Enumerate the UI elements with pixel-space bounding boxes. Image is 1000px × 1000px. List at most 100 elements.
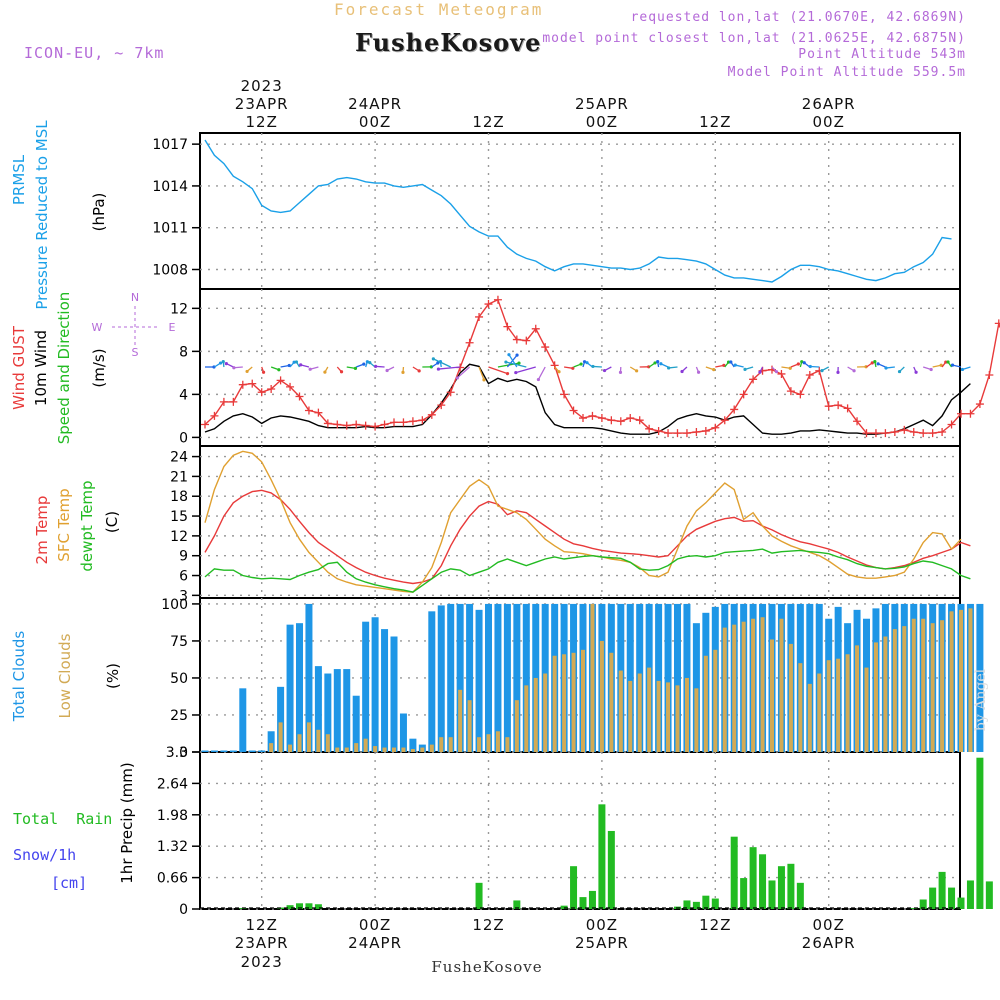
wind-arrow-head [659, 362, 663, 366]
total-cloud-bar [409, 738, 417, 752]
gust-marker [871, 429, 880, 438]
total-cloud-bar [447, 603, 455, 752]
top-hour-label: 12Z [699, 113, 731, 131]
wind-arrow-head [362, 362, 366, 366]
gust-marker [607, 416, 616, 425]
low-cloud-bar [826, 660, 831, 752]
gust-marker [654, 426, 663, 435]
wind-arrow-head [733, 363, 737, 367]
bottom-hour-label: 00Z [359, 916, 391, 934]
rain-bar [570, 866, 578, 909]
rain-bar [985, 881, 993, 909]
wind-arrow-head [929, 367, 933, 372]
compass-w: W [92, 321, 103, 334]
y-tick-label: 0.66 [157, 871, 188, 887]
gust-marker [692, 428, 701, 437]
gust-marker [985, 371, 994, 380]
y-tick-label: 12 [170, 529, 188, 545]
gust-marker [418, 416, 427, 425]
gust-marker [314, 408, 323, 417]
low-cloud-bar [930, 623, 935, 752]
low-cloud-bar [921, 618, 926, 752]
wind-arrow-head [218, 361, 223, 365]
compass-s: S [132, 346, 139, 359]
wind-arrow-head [504, 360, 508, 364]
low-cloud-bar [316, 729, 321, 752]
wind-arrow-head [743, 367, 747, 371]
bottom-hour-label: 12Z [472, 916, 504, 934]
wind-arrow-head [618, 370, 623, 374]
wind-arrow-head [245, 369, 249, 374]
wind-arrow-head [505, 372, 510, 376]
gust-marker [701, 426, 710, 435]
rain-bar [513, 900, 521, 909]
low-cloud-bar [439, 737, 444, 752]
y-tick-label: 100 [161, 597, 188, 613]
wind-arrow-head [914, 370, 918, 374]
wind-direction-arrow [456, 366, 471, 379]
compass-n: N [131, 291, 139, 304]
gust-label: Wind GUST [10, 325, 28, 410]
gust-marker [626, 414, 635, 423]
gust-marker [796, 390, 805, 399]
total-cloud-bar [399, 713, 407, 752]
rain-bar [777, 866, 785, 909]
rain-bar [560, 905, 568, 909]
total-cloud-bar [324, 673, 332, 752]
wind-arrow-head [579, 362, 583, 366]
rain-bar [692, 901, 700, 909]
panel-frame [199, 132, 961, 290]
low-cloud-bar [363, 738, 368, 752]
gust-marker [588, 411, 597, 420]
wind-arrow-head [417, 369, 421, 373]
total-cloud-bar [362, 621, 370, 752]
wind-arrow-head [368, 361, 372, 365]
top-date-label: 24APR [348, 95, 402, 113]
low-cloud-bar [798, 663, 803, 752]
low-cloud-bar [684, 677, 689, 752]
rain-bar [314, 904, 322, 909]
low-cloud-bar [940, 620, 945, 752]
low-cloud-bar [373, 746, 378, 752]
gust-marker [295, 392, 304, 401]
total-cloud-bar [277, 686, 285, 752]
gust-marker [975, 400, 984, 409]
total-cloud-bar [201, 750, 209, 752]
total-cloud-bar [503, 603, 511, 752]
y-tick-label: 1.32 [157, 839, 188, 855]
low-cloud-bar [297, 734, 302, 752]
rain-bar [598, 804, 606, 909]
total-cloud-bar [343, 669, 351, 752]
sfc-temp-label: SFC Temp [55, 488, 73, 561]
rain-bar [966, 880, 974, 909]
gust-marker [834, 401, 843, 410]
wind-arrow-head [774, 370, 779, 374]
wind-arrow-head [323, 370, 327, 374]
gust-marker [541, 343, 550, 352]
low-cloud-bar [344, 747, 349, 752]
gust-marker [286, 382, 295, 391]
low-cloud-bar [448, 737, 453, 752]
gust-marker [446, 388, 455, 397]
wind-direction-arrow [478, 366, 485, 381]
low-cloud-bar [864, 667, 869, 752]
temp-2m-label: 2m Temp [33, 496, 51, 565]
wind-direction-arrow [506, 354, 518, 368]
total-cloud-bar [428, 611, 436, 752]
low-cloud-bar [817, 673, 822, 752]
low-cloud-bar [618, 670, 623, 752]
low-cloud-bar [628, 680, 633, 752]
low-cloud-bar [543, 673, 548, 752]
rain-bar [588, 890, 596, 909]
gust-marker [645, 424, 654, 433]
low-cloud-bar [458, 689, 463, 752]
wind-arrow-head [602, 368, 607, 373]
wind-arrow-head [232, 366, 236, 370]
rain-bar [683, 900, 691, 909]
wind-arrow-head [557, 370, 561, 374]
low-cloud-bar [505, 737, 510, 752]
model-label: ICON-EU, ~ 7km [24, 44, 165, 62]
low-cloud-bar [959, 609, 963, 752]
wind-direction-arrow [438, 366, 461, 370]
